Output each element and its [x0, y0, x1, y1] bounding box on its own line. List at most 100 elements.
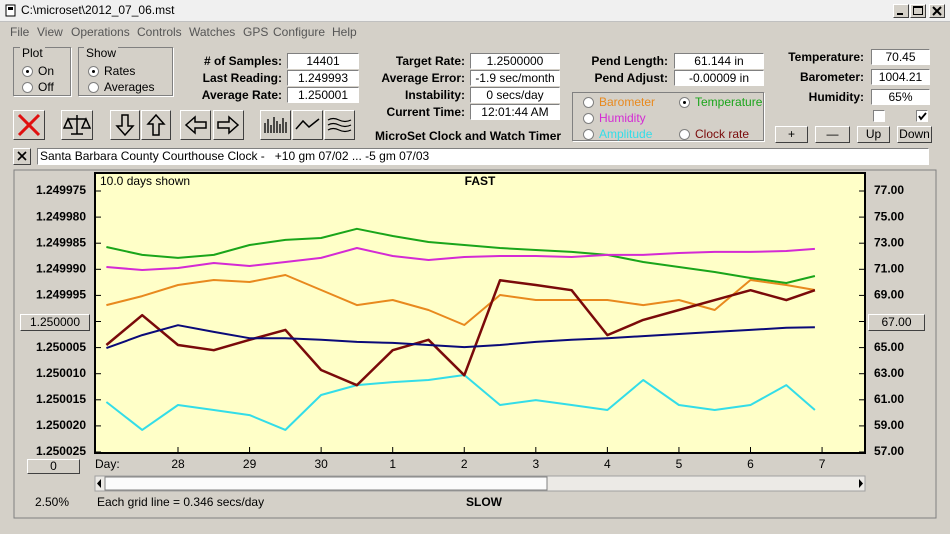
trace-radio[interactable] [583, 129, 594, 140]
control-button[interactable]: + [775, 126, 808, 143]
reading-label: Temperature: [788, 50, 864, 64]
reading-value[interactable]: 1004.21 [871, 69, 930, 85]
reading-label: # of Samples: [203, 54, 282, 68]
maximize-button[interactable] [910, 4, 926, 18]
minimize-button[interactable] [893, 4, 909, 18]
plot-group-title: Plot [20, 46, 45, 60]
y-tick-label: 1.250010 [36, 366, 86, 380]
up-button[interactable] [141, 110, 171, 140]
reading-label: Target Rate: [395, 54, 465, 68]
trace-radio[interactable] [679, 97, 690, 108]
x-tick-label: 4 [604, 457, 611, 471]
plot-radio[interactable] [22, 66, 33, 77]
y-tick-label: 1.250025 [36, 444, 86, 458]
reading-value[interactable]: 0 secs/day [470, 87, 560, 103]
y2-tick-label: 69.00 [874, 288, 904, 302]
reading-value[interactable]: 12:01:44 AM [470, 104, 560, 120]
reading-label: Pend Length: [591, 54, 668, 68]
menu-item[interactable]: Controls [137, 25, 182, 39]
y2-tick-label: 71.00 [874, 261, 904, 275]
zoom-label: 2.50% [35, 495, 69, 509]
trace-radio-label: Clock rate [695, 127, 750, 141]
offset-button[interactable]: 0 [27, 459, 80, 474]
reading-label: Barometer: [799, 70, 864, 84]
y2-tick-label: 73.00 [874, 235, 904, 249]
show-radio[interactable] [88, 82, 99, 93]
reading-label: Average Error: [381, 71, 465, 85]
fast-label: FAST [465, 174, 496, 188]
x-tick-label: 2 [461, 457, 468, 471]
control-button[interactable]: Up [857, 126, 890, 143]
y-tick-label: 1.249990 [36, 261, 86, 275]
show-radio[interactable] [88, 66, 99, 77]
reading-value[interactable]: 1.250001 [287, 87, 359, 103]
y-tick-label: 1.250020 [36, 418, 86, 432]
down-button[interactable] [110, 110, 140, 140]
reading-value[interactable]: 65% [871, 89, 930, 105]
span-label: 10.0 days shown [100, 174, 190, 188]
y2-tick-label: 75.00 [874, 209, 904, 223]
clock-name-field[interactable]: Santa Barbara County Courthouse Clock - … [37, 148, 929, 165]
temp-center-button[interactable]: 67.00 [868, 314, 925, 331]
x-tick-label: 30 [314, 457, 328, 471]
control-button[interactable]: — [815, 126, 850, 143]
menu-item[interactable]: Operations [71, 25, 130, 39]
series-line [106, 324, 815, 350]
menu-item[interactable]: GPS [243, 25, 269, 39]
x-tick-label: 29 [243, 457, 257, 471]
y-tick-label: 1.250005 [36, 340, 86, 354]
reading-value[interactable]: -0.00009 in [674, 70, 764, 86]
menu-item[interactable]: File [10, 25, 30, 39]
trace-selector [572, 92, 764, 141]
plot-radio-label: Off [38, 80, 54, 94]
y2-tick-label: 65.00 [874, 340, 904, 354]
reading-value[interactable]: 14401 [287, 53, 359, 69]
rate-center-button[interactable]: 1.250000 [20, 314, 90, 331]
clear-button[interactable] [13, 110, 45, 140]
trace-radio[interactable] [679, 129, 690, 140]
title-bar: C:\microset\2012_07_06.mst [0, 0, 950, 22]
reading-label: Instability: [404, 88, 465, 102]
x-tick-label: 6 [747, 457, 754, 471]
close-button[interactable] [929, 4, 945, 18]
show-group [78, 47, 173, 96]
multi-trace-button[interactable] [324, 110, 355, 140]
reading-value[interactable]: -1.9 sec/month [470, 70, 560, 86]
trace-radio[interactable] [583, 113, 594, 124]
y-tick-label: 1.249995 [36, 288, 86, 302]
left-button[interactable] [180, 110, 211, 140]
plot-radio-label: On [38, 64, 55, 78]
menu-item[interactable]: View [37, 25, 63, 39]
menu-bar: File View Operations Controls Watches GPS Conf… [0, 22, 950, 41]
line-plot-button[interactable] [292, 110, 323, 140]
reading-value[interactable]: 61.144 in [674, 53, 764, 69]
trace-radio-label: Barometer [599, 95, 656, 109]
reading-label: Pend Adjust: [594, 71, 668, 85]
reading-value[interactable]: 70.45 [871, 49, 930, 65]
scroll-thumb[interactable] [104, 476, 548, 491]
chart-frame [13, 169, 937, 519]
reading-value[interactable]: 1.249993 [287, 70, 359, 86]
y-tick-label: 1.250015 [36, 392, 86, 406]
checkbox[interactable] [873, 110, 885, 122]
menu-item[interactable]: Watches [189, 25, 236, 39]
checkbox[interactable] [916, 110, 928, 122]
trace-radio[interactable] [583, 97, 594, 108]
histogram-button[interactable] [260, 110, 291, 140]
balance-button[interactable] [61, 110, 93, 140]
right-button[interactable] [213, 110, 244, 140]
app-caption: MicroSet Clock and Watch Timer [375, 129, 562, 143]
menu-item[interactable]: Help [332, 25, 357, 39]
reading-value[interactable]: 1.2500000 [470, 53, 560, 69]
trace-radio-label: Amplitude [599, 127, 653, 141]
y2-tick-label: 77.00 [874, 183, 904, 197]
series-line [106, 274, 816, 326]
x-tick-label: 5 [676, 457, 683, 471]
plot-radio[interactable] [22, 82, 33, 93]
clock-close-button[interactable] [13, 148, 31, 165]
control-button[interactable]: Down [897, 126, 932, 143]
menu-item[interactable]: Configure [273, 25, 326, 39]
y2-tick-label: 59.00 [874, 418, 904, 432]
